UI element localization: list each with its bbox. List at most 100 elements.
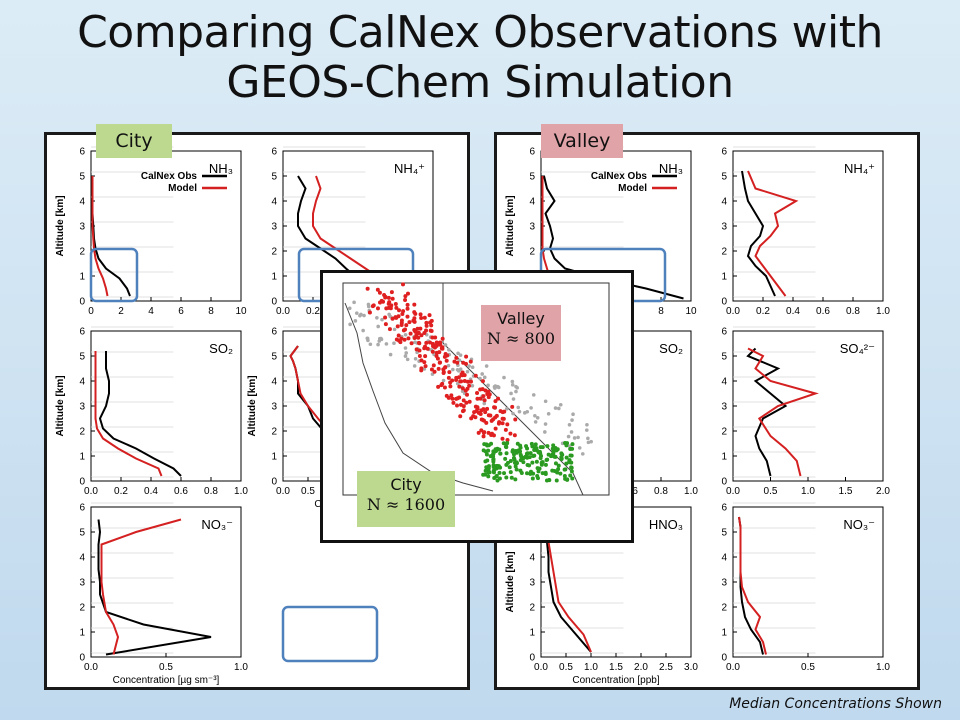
y-axis-label: Altitude [km] — [505, 195, 516, 256]
track-point — [511, 397, 516, 401]
track-point — [458, 353, 463, 357]
y-tick-label: 2 — [79, 427, 85, 438]
track-point — [412, 364, 417, 368]
track-point — [387, 312, 391, 317]
track-point — [586, 436, 590, 441]
valley-point — [405, 314, 410, 319]
y-tick-label: 4 — [529, 197, 535, 208]
x-tick-label: 10 — [235, 306, 247, 317]
map-frame — [342, 282, 610, 496]
valley-point — [456, 375, 461, 380]
y-tick-label: 3 — [271, 222, 277, 233]
valley-point — [475, 391, 480, 396]
track-point — [470, 365, 475, 370]
valley-point — [377, 290, 382, 295]
track-point — [514, 389, 518, 394]
valley-point — [394, 305, 399, 310]
valley-point — [418, 326, 423, 331]
city-point — [508, 470, 513, 475]
track-point — [484, 364, 489, 368]
track-point — [388, 352, 393, 357]
highlight-box — [89, 247, 139, 303]
valley-point — [405, 291, 410, 296]
y-tick-label: 1 — [721, 452, 727, 463]
valley-point — [400, 311, 405, 316]
city-point — [567, 460, 572, 465]
y-tick-label: 4 — [721, 197, 727, 208]
city-point — [554, 478, 559, 483]
city-point — [531, 454, 536, 459]
y-tick-label: 4 — [79, 553, 85, 564]
valley-point — [424, 320, 429, 325]
valley-point — [440, 336, 445, 341]
y-tick-label: 5 — [721, 172, 727, 183]
x-tick-label: 6 — [178, 306, 184, 317]
valley-point — [403, 297, 408, 302]
valley-point — [513, 417, 518, 422]
city-point — [555, 447, 560, 452]
track-point — [482, 375, 487, 380]
valley-point — [424, 328, 429, 333]
x-tick-label: 0.2 — [756, 306, 770, 317]
city-point — [530, 476, 535, 481]
valley-point — [403, 327, 408, 332]
valley-point — [419, 368, 424, 373]
y-tick-label: 3 — [79, 402, 85, 413]
city-point — [545, 444, 550, 449]
y-tick-label: 3 — [529, 578, 535, 589]
species-label: SO₂ — [659, 341, 683, 356]
x-tick-label: 1.0 — [234, 662, 248, 673]
y-tick-label: 4 — [721, 553, 727, 564]
x-tick-label: 1.5 — [839, 486, 853, 497]
track-point — [553, 406, 558, 410]
valley-point — [417, 341, 422, 346]
track-point — [403, 354, 408, 358]
track-point — [493, 386, 497, 390]
track-point — [379, 336, 383, 341]
valley-point — [413, 311, 418, 316]
y-tick-label: 3 — [721, 222, 727, 233]
city-point — [504, 475, 509, 480]
valley-point — [464, 354, 469, 359]
valley-point — [464, 400, 469, 405]
city-point — [534, 459, 539, 464]
y-tick-label: 0 — [79, 297, 85, 308]
city-point — [558, 471, 563, 476]
y-tick-label: 5 — [79, 172, 85, 183]
valley-point — [417, 354, 422, 359]
city-point — [555, 470, 560, 475]
track-point — [557, 406, 561, 411]
valley-point — [486, 395, 491, 400]
city-point — [528, 451, 533, 456]
valley-map-label-count: N ≈ 800 — [486, 329, 556, 348]
valley-point — [473, 404, 478, 409]
valley-point — [436, 366, 441, 371]
valley-point — [464, 392, 469, 397]
city-plot-2: 0 1 2 3 4 5 6 0.0 0.2 0.4 0.6 0.8 1.0 Altitude [km] SO… — [55, 327, 248, 498]
track-point — [446, 363, 451, 368]
track-point — [533, 420, 538, 424]
city-point — [547, 477, 552, 482]
x-tick-label: 3.0 — [684, 662, 698, 673]
city-point — [564, 443, 569, 448]
valley-point — [422, 315, 427, 320]
city-point — [530, 460, 535, 465]
valley-point — [432, 345, 437, 350]
y-tick-label: 3 — [529, 222, 535, 233]
x-tick-label: 1.0 — [234, 486, 248, 497]
valley-point — [505, 422, 510, 427]
valley-point — [435, 356, 440, 361]
x-axis-label: Concentration [µg sm⁻³] — [113, 675, 220, 686]
valley-point — [446, 375, 451, 380]
valley-point — [500, 416, 505, 421]
y-tick-label: 1 — [271, 452, 277, 463]
obs-series-line — [91, 176, 131, 297]
city-point — [511, 455, 516, 460]
track-point — [533, 413, 537, 418]
track-point — [585, 423, 589, 427]
y-tick-label: 1 — [529, 628, 535, 639]
track-point — [458, 367, 463, 371]
y-tick-label: 2 — [529, 247, 535, 258]
species-label: NH₄⁺ — [394, 161, 425, 176]
city-point — [503, 444, 508, 449]
